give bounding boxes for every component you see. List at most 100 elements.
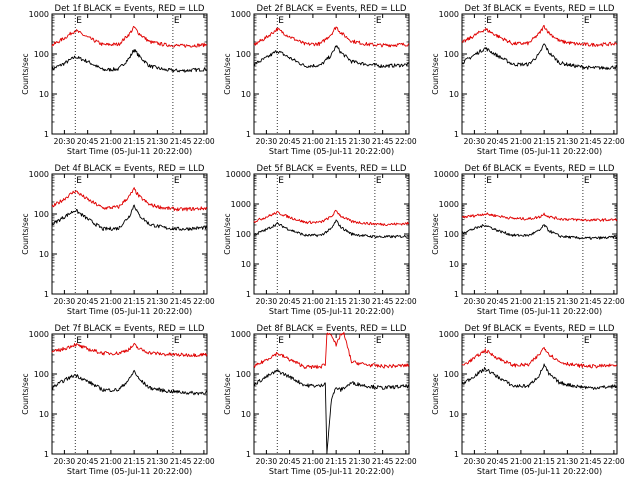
time-marker-label: E xyxy=(376,176,382,186)
y-axis-label: Counts/sec xyxy=(223,213,232,254)
y-axis-label: Counts/sec xyxy=(21,373,30,414)
xtick-label: 21:15 xyxy=(533,297,555,306)
time-marker-label: E xyxy=(584,176,590,186)
ytick-label: 100 xyxy=(34,50,49,59)
xtick-label: 21:45 xyxy=(580,297,602,306)
xtick-label: 21:00 xyxy=(302,297,324,306)
chart-title: Det 2f BLACK = Events, RED = LLD xyxy=(257,4,407,14)
xtick-label: 20:45 xyxy=(279,137,301,146)
xtick-label: 21:45 xyxy=(372,297,394,306)
time-marker-label: E xyxy=(486,16,492,26)
xtick-label: 21:15 xyxy=(123,457,145,466)
xtick-label: 21:00 xyxy=(510,457,532,466)
xtick-label: 21:15 xyxy=(325,297,347,306)
ytick-label: 100 xyxy=(444,50,459,59)
ytick-label: 1 xyxy=(454,450,459,459)
xtick-label: 21:45 xyxy=(170,297,192,306)
xtick-label: 21:45 xyxy=(170,137,192,146)
xtick-label: 21:45 xyxy=(170,457,192,466)
x-axis-label: Start Time (05-Jul-11 20:22:00) xyxy=(477,147,602,156)
ytick-label: 1000 xyxy=(231,330,251,339)
chart-title: Det 4f BLACK = Events, RED = LLD xyxy=(55,164,205,174)
ytick-label: 1000 xyxy=(29,170,49,179)
chart-title: Det 6f BLACK = Events, RED = LLD xyxy=(465,164,615,174)
xtick-label: 21:00 xyxy=(510,297,532,306)
ytick-label: 10 xyxy=(241,260,251,269)
xtick-label: 20:30 xyxy=(54,297,76,306)
ytick-label: 1 xyxy=(44,130,49,139)
chart-panel-5: Det 5f BLACK = Events, RED = LLD 1 10 100 10… xyxy=(223,164,417,316)
ytick-label: 100 xyxy=(34,210,49,219)
chart-title: Det 5f BLACK = Events, RED = LLD xyxy=(257,164,407,174)
time-marker-label: E xyxy=(584,16,590,26)
y-axis-label: Counts/sec xyxy=(431,373,440,414)
xtick-label: 20:30 xyxy=(464,137,486,146)
time-marker-label: E xyxy=(278,336,284,346)
ytick-label: 10 xyxy=(449,260,459,269)
xtick-label: 22:00 xyxy=(193,457,215,466)
xtick-label: 21:15 xyxy=(325,457,347,466)
ytick-label: 100 xyxy=(236,370,251,379)
time-marker-label: E xyxy=(174,16,180,26)
time-marker-label: E xyxy=(76,336,82,346)
ytick-label: 1000 xyxy=(231,200,251,209)
chart-title: Det 3f BLACK = Events, RED = LLD xyxy=(465,4,615,14)
chart-panel-3: Det 3f BLACK = Events, RED = LLD 1 10 100 10… xyxy=(431,4,625,156)
xtick-label: 22:00 xyxy=(395,137,417,146)
xtick-label: 20:30 xyxy=(464,457,486,466)
series-lld-line xyxy=(51,342,208,358)
xtick-label: 21:15 xyxy=(533,137,555,146)
chart-panel-7: Det 7f BLACK = Events, RED = LLD 1 10 100 10… xyxy=(21,324,215,476)
xtick-label: 20:45 xyxy=(279,297,301,306)
chart-title: Det 7f BLACK = Events, RED = LLD xyxy=(55,324,205,334)
xtick-label: 21:45 xyxy=(580,137,602,146)
series-lld-line xyxy=(253,26,410,48)
ytick-label: 1 xyxy=(246,450,251,459)
xtick-label: 21:30 xyxy=(557,137,579,146)
chart-panel-9: Det 9f BLACK = Events, RED = LLD 1 10 100 10… xyxy=(431,324,625,476)
ytick-label: 1000 xyxy=(439,10,459,19)
time-marker-label: E xyxy=(174,176,180,186)
chart-panel-4: Det 4f BLACK = Events, RED = LLD 1 10 100 10… xyxy=(21,164,215,316)
x-axis-label: Start Time (05-Jul-11 20:22:00) xyxy=(477,467,602,476)
x-axis-label: Start Time (05-Jul-11 20:22:00) xyxy=(269,307,394,316)
series-events-line xyxy=(461,363,618,390)
series-events-line xyxy=(253,45,410,68)
xtick-label: 21:00 xyxy=(100,297,122,306)
series-lld-line xyxy=(51,187,208,212)
x-axis-label: Start Time (05-Jul-11 20:22:00) xyxy=(477,307,602,316)
time-marker-label: E xyxy=(486,176,492,186)
series-events-line xyxy=(253,369,410,455)
chart-title: Det 1f BLACK = Events, RED = LLD xyxy=(55,4,205,14)
ytick-label: 10 xyxy=(39,250,49,259)
xtick-label: 21:30 xyxy=(349,457,371,466)
series-lld-line xyxy=(461,346,618,369)
xtick-label: 21:30 xyxy=(147,457,169,466)
ytick-label: 1 xyxy=(44,450,49,459)
chart-panel-6: Det 6f BLACK = Events, RED = LLD 1 10 100 10… xyxy=(431,164,625,316)
chart-panel-1: Det 1f BLACK = Events, RED = LLD 1 10 100 10… xyxy=(21,4,215,156)
plot-frame xyxy=(51,173,208,295)
xtick-label: 20:45 xyxy=(77,297,99,306)
ytick-label: 1000 xyxy=(439,330,459,339)
xtick-label: 20:30 xyxy=(256,457,278,466)
series-events-line xyxy=(51,49,208,73)
ytick-label: 1 xyxy=(454,130,459,139)
xtick-label: 20:30 xyxy=(256,297,278,306)
xtick-label: 20:45 xyxy=(487,297,509,306)
plot-frame xyxy=(253,173,410,295)
ytick-label: 1 xyxy=(454,290,459,299)
xtick-label: 20:30 xyxy=(464,297,486,306)
series-events-line xyxy=(51,369,208,396)
xtick-label: 21:45 xyxy=(372,137,394,146)
ytick-label: 1 xyxy=(44,290,49,299)
y-axis-label: Counts/sec xyxy=(223,53,232,94)
plot-frame xyxy=(461,333,618,455)
xtick-label: 21:30 xyxy=(349,137,371,146)
xtick-label: 21:15 xyxy=(533,457,555,466)
ytick-label: 1000 xyxy=(29,10,49,19)
xtick-label: 22:00 xyxy=(603,137,625,146)
xtick-label: 20:30 xyxy=(54,137,76,146)
time-marker-label: E xyxy=(76,176,82,186)
xtick-label: 22:00 xyxy=(603,457,625,466)
